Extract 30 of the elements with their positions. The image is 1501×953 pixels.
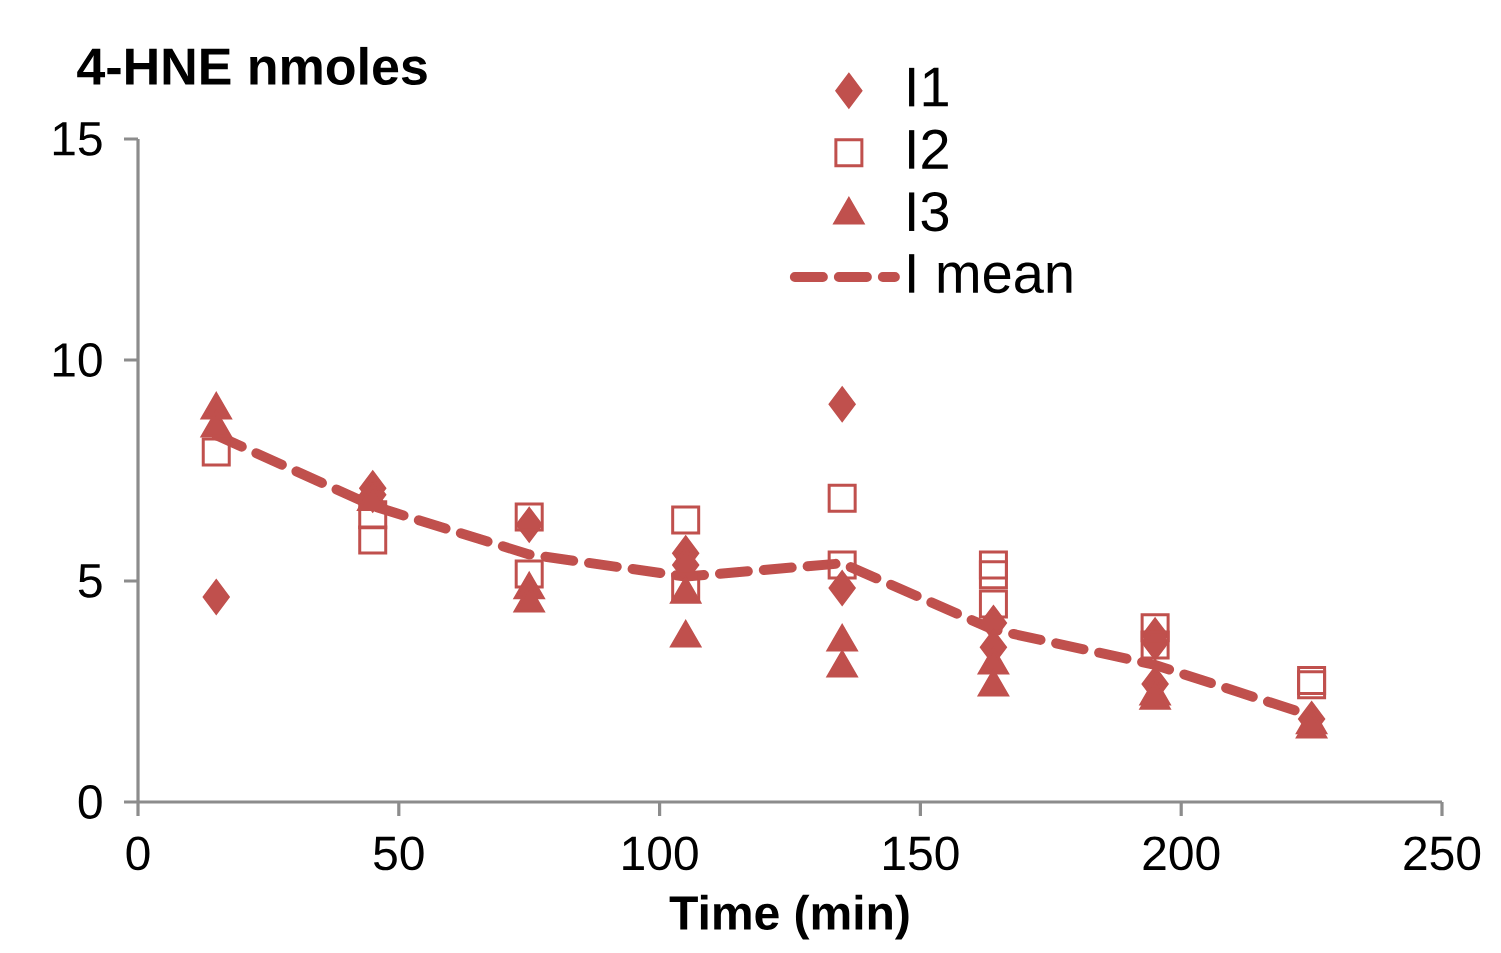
y-tick-label: 5: [78, 564, 102, 598]
x-axis-title: Time (min): [669, 894, 909, 940]
x-tick-label: 100: [623, 836, 698, 871]
point: [671, 505, 701, 535]
point: [827, 483, 857, 513]
point: [1140, 630, 1170, 660]
point: [514, 502, 544, 532]
point: [828, 386, 856, 422]
point: [978, 589, 1008, 619]
y-tick-label: 10: [53, 343, 102, 377]
legend-label: I2: [909, 129, 948, 169]
y-axis-title: 4-HNE nmoles: [77, 46, 427, 86]
x-tick-label: 0: [126, 836, 150, 871]
point: [828, 570, 856, 606]
x-tick-label: 50: [374, 836, 424, 871]
y-tick-label: 15: [53, 122, 102, 156]
point: [978, 550, 1008, 580]
point: [827, 550, 857, 580]
point: [1140, 613, 1170, 643]
point: [201, 437, 231, 467]
y-tick-label: 0: [78, 785, 102, 819]
legend-label: I3: [909, 191, 949, 232]
x-tick-label: 250: [1404, 836, 1481, 871]
x-tick-label: 200: [1143, 836, 1220, 871]
point: [358, 525, 388, 555]
x-tick-label: 150: [884, 836, 959, 871]
point: [978, 560, 1008, 590]
point: [202, 579, 230, 615]
legend-label: I1: [909, 67, 948, 107]
legend-label: I mean: [909, 254, 1072, 294]
